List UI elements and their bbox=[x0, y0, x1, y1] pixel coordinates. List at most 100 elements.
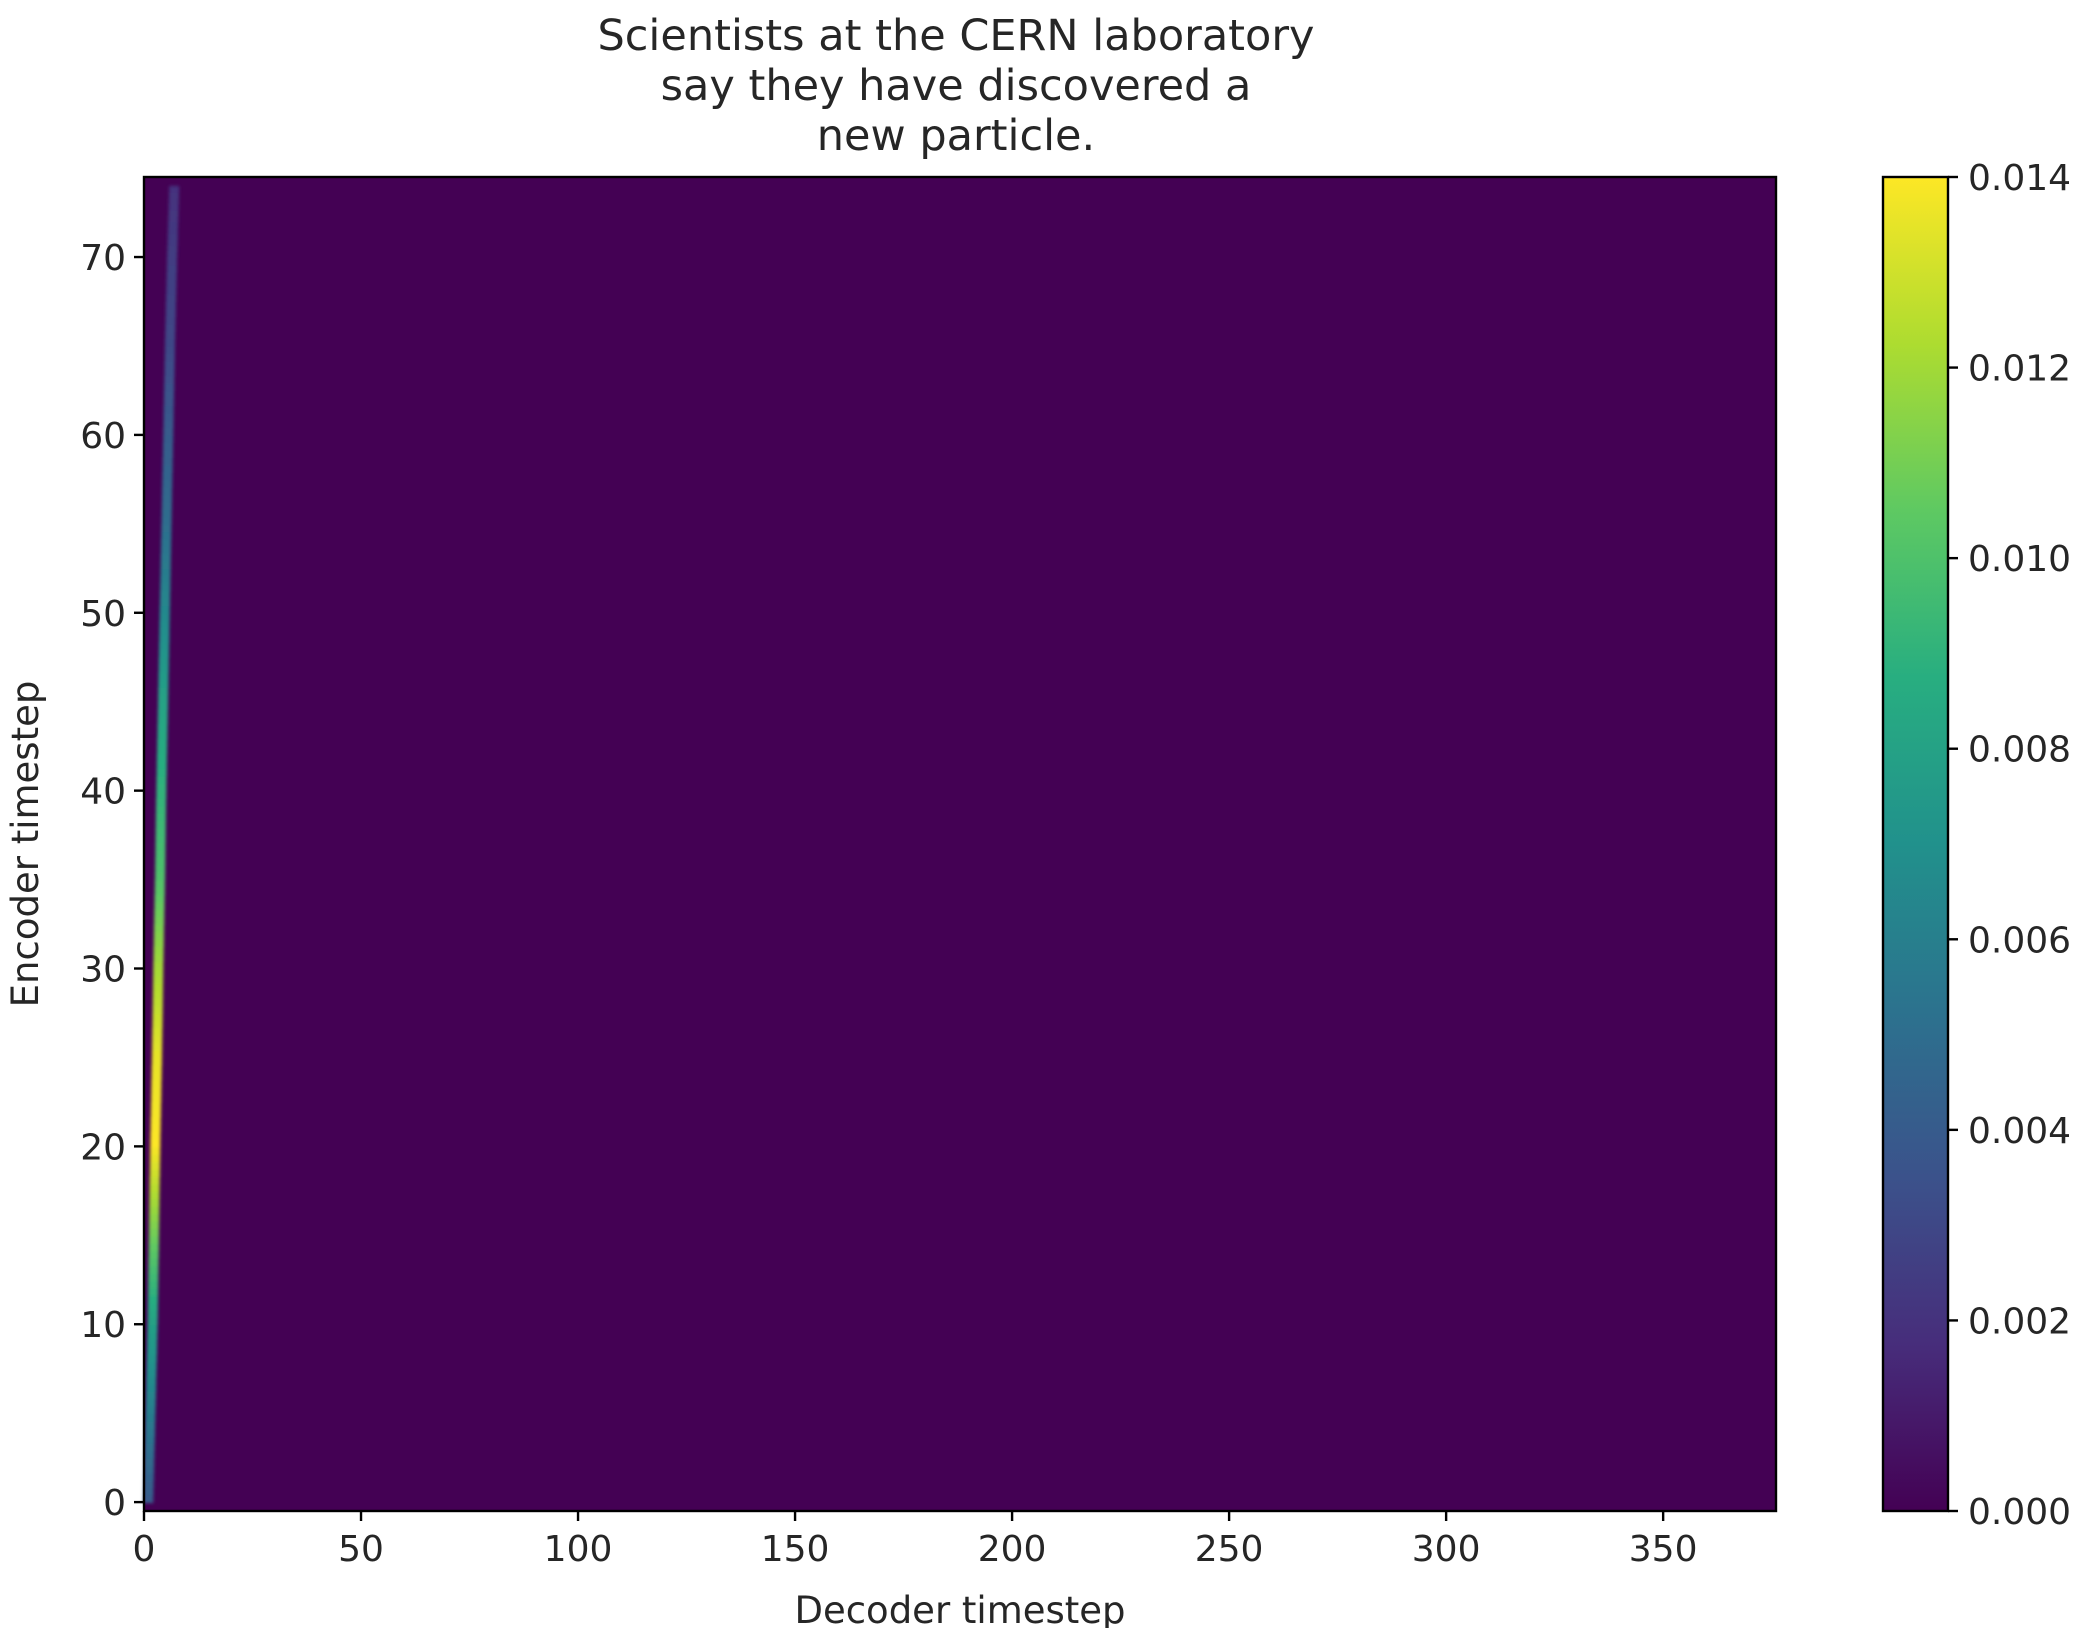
heatmap-cell bbox=[146, 1383, 157, 1392]
heatmap-cell bbox=[158, 701, 168, 711]
heatmap-cell bbox=[162, 486, 173, 496]
heatmap-cell bbox=[150, 1131, 161, 1140]
heatmap-cell bbox=[161, 538, 172, 548]
heatmap-cell bbox=[153, 975, 164, 985]
heatmap-cell bbox=[146, 1353, 157, 1363]
heatmap-cell bbox=[164, 368, 175, 377]
y-tick-label: 10 bbox=[80, 1305, 126, 1346]
heatmap-cell bbox=[166, 286, 177, 296]
heatmap-cell bbox=[150, 1153, 161, 1163]
heatmap-cell bbox=[153, 968, 164, 977]
heatmap-cell bbox=[150, 1116, 161, 1126]
heatmap-cell bbox=[154, 887, 165, 896]
heatmap-cell bbox=[153, 983, 163, 992]
y-tick-label: 70 bbox=[80, 238, 126, 279]
attention-band bbox=[143, 185, 180, 1504]
heatmap-cell bbox=[156, 753, 167, 762]
heatmap-cell bbox=[166, 279, 177, 288]
heatmap-cell bbox=[159, 620, 170, 629]
heatmap-cell bbox=[150, 1139, 161, 1148]
heatmap-cell bbox=[164, 375, 175, 384]
x-tick-label: 350 bbox=[1629, 1529, 1698, 1570]
heatmap-cell bbox=[151, 1057, 162, 1066]
heatmap-cell bbox=[162, 479, 173, 488]
heatmap-cell bbox=[155, 872, 166, 881]
heatmap-cell bbox=[152, 998, 163, 1007]
heatmap-cell bbox=[145, 1405, 156, 1415]
heatmap-cell bbox=[167, 233, 178, 241]
x-axis-ticks: 0 50 100 150 200 250 300 350 bbox=[133, 1511, 1698, 1570]
heatmap-cell bbox=[160, 560, 171, 570]
heatmap-cell bbox=[156, 768, 167, 777]
heatmap-cell bbox=[156, 805, 166, 814]
heatmap-cell bbox=[156, 775, 167, 785]
heatmap-cell bbox=[158, 679, 169, 688]
heatmap-cell bbox=[162, 494, 172, 503]
y-tick-label: 50 bbox=[80, 594, 126, 635]
heatmap-cell bbox=[151, 1087, 162, 1096]
heatmap-cell bbox=[149, 1220, 160, 1229]
heatmap-cell bbox=[162, 472, 173, 481]
heatmap-cell bbox=[160, 598, 170, 607]
colorbar-tick-label: 0.010 bbox=[1968, 539, 2071, 580]
heatmap-cell bbox=[143, 1472, 154, 1481]
heatmap-cell bbox=[168, 215, 179, 223]
heatmap-cell bbox=[154, 924, 164, 933]
heatmap-cell bbox=[148, 1272, 159, 1281]
heatmap-cell bbox=[146, 1376, 157, 1385]
heatmap-cell bbox=[167, 257, 177, 266]
heatmap-cell bbox=[146, 1368, 157, 1378]
y-axis-ticks: 0 10 20 30 40 50 60 70 bbox=[80, 238, 144, 1524]
y-tick-label: 0 bbox=[103, 1483, 126, 1524]
heatmap-cell bbox=[159, 649, 169, 659]
heatmap-cell bbox=[154, 909, 165, 918]
heatmap-cell bbox=[160, 575, 171, 585]
heatmap-cell bbox=[165, 308, 176, 318]
heatmap-cell bbox=[166, 271, 177, 281]
heatmap-cell bbox=[168, 221, 179, 229]
heatmap-cell bbox=[145, 1398, 156, 1407]
heatmap-cell bbox=[167, 239, 178, 247]
heatmap-cell bbox=[149, 1198, 160, 1207]
heatmap-cell bbox=[145, 1428, 155, 1437]
heatmap-cell bbox=[163, 434, 174, 444]
heatmap-cell bbox=[157, 738, 168, 748]
heatmap-cell bbox=[155, 835, 166, 844]
heatmap-cell bbox=[162, 464, 173, 473]
heatmap-cell bbox=[164, 360, 175, 370]
heatmap-cell bbox=[157, 731, 168, 740]
heatmap-cell bbox=[159, 627, 170, 636]
heatmap-cell bbox=[155, 857, 166, 866]
heatmap-cell bbox=[152, 1020, 163, 1029]
x-tick-label: 50 bbox=[338, 1529, 384, 1570]
heatmap-cell bbox=[155, 820, 166, 829]
heatmap-cell bbox=[153, 938, 164, 948]
heatmap-cell bbox=[152, 1013, 163, 1022]
heatmap-cell bbox=[147, 1346, 157, 1355]
heatmap-cell bbox=[154, 894, 165, 903]
heatmap-cell bbox=[143, 1479, 154, 1489]
colorbar-tick-label: 0.000 bbox=[1968, 1492, 2071, 1533]
heatmap-cell bbox=[149, 1205, 160, 1215]
heatmap-cell bbox=[145, 1390, 156, 1400]
heatmap-cell bbox=[150, 1161, 160, 1170]
heatmap-cell bbox=[161, 523, 172, 533]
heatmap-cell bbox=[164, 353, 175, 362]
heatmap-cell bbox=[155, 812, 166, 822]
heatmap-cell bbox=[148, 1235, 159, 1244]
heatmap-cell bbox=[143, 1487, 154, 1496]
x-tick-label: 150 bbox=[761, 1529, 830, 1570]
heatmap-cell bbox=[148, 1265, 159, 1274]
heatmap-cell bbox=[153, 953, 164, 963]
heatmap-cell bbox=[165, 316, 176, 325]
heatmap-cell bbox=[155, 864, 166, 874]
heatmap-cell bbox=[160, 553, 171, 562]
plot-frame bbox=[142, 175, 1778, 1513]
heatmap-cell bbox=[157, 746, 168, 755]
y-tick-label: 40 bbox=[80, 772, 126, 813]
heatmap-cell bbox=[147, 1339, 158, 1348]
chart-title-line-2: say they have discovered a bbox=[660, 61, 1252, 111]
heatmap-cell bbox=[164, 346, 175, 355]
